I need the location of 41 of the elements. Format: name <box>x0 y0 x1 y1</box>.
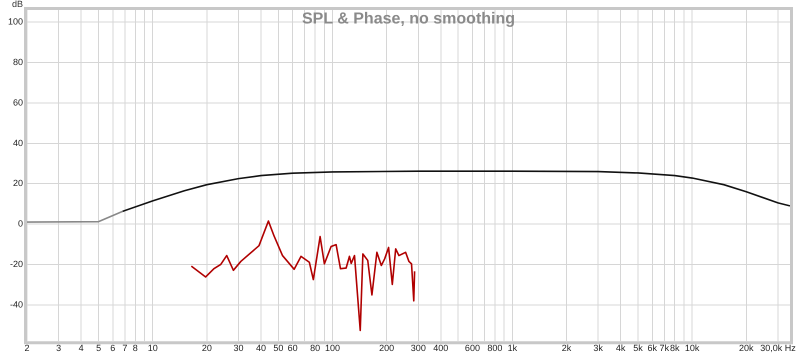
x-tick-label: 6 <box>110 343 116 354</box>
x-tick-label: 400 <box>433 343 448 354</box>
x-tick-label: 600 <box>464 343 480 354</box>
x-tick-label: 20k <box>739 343 754 354</box>
y-axis-title: dB <box>12 0 24 9</box>
y-tick-label: -20 <box>10 258 24 269</box>
x-tick-label: 8k <box>670 343 680 354</box>
x-tick-label: 20 <box>202 343 212 354</box>
x-tick-label: 800 <box>487 343 502 354</box>
x-tick-label: 3k <box>593 343 604 354</box>
x-tick-label: 2 <box>24 343 30 354</box>
x-tick-label: 50 <box>273 343 284 354</box>
x-tick-label: 5k <box>633 343 644 354</box>
x-tick-label: 7k <box>660 343 670 354</box>
x-tick-label: 2k <box>562 343 572 354</box>
y-tick-label: 60 <box>13 97 24 108</box>
y-tick-label: -40 <box>10 299 24 310</box>
x-tick-label: 1k <box>508 343 518 354</box>
x-tick-label: 30 <box>233 343 244 354</box>
x-tick-label: 8 <box>132 343 138 354</box>
x-tick-label: 10k <box>684 343 700 354</box>
x-tick-label: 30,0k Hz <box>760 343 796 354</box>
x-tick-label: 5 <box>96 343 102 354</box>
y-tick-label: 100 <box>8 16 24 27</box>
y-tick-label: 0 <box>18 218 24 229</box>
x-tick-label: 6k <box>648 343 658 354</box>
x-tick-label: 7 <box>122 343 128 354</box>
x-tick-label: 100 <box>325 343 340 354</box>
x-tick-label: 3 <box>56 343 62 354</box>
y-tick-label: 40 <box>13 138 24 148</box>
x-tick-label: 4k <box>616 343 626 354</box>
y-tick-label: 80 <box>13 56 24 67</box>
x-tick-label: 300 <box>410 343 426 354</box>
y-tick-label: 20 <box>13 178 24 188</box>
x-tick-label: 40 <box>256 343 266 354</box>
x-tick-label: 4 <box>78 343 84 354</box>
x-tick-label: 60 <box>288 343 298 354</box>
x-tick-label: 200 <box>379 343 394 354</box>
x-tick-label: 10 <box>148 343 158 354</box>
chart-title: SPL & Phase, no smoothing <box>302 10 516 28</box>
x-tick-label: 80 <box>310 343 320 354</box>
